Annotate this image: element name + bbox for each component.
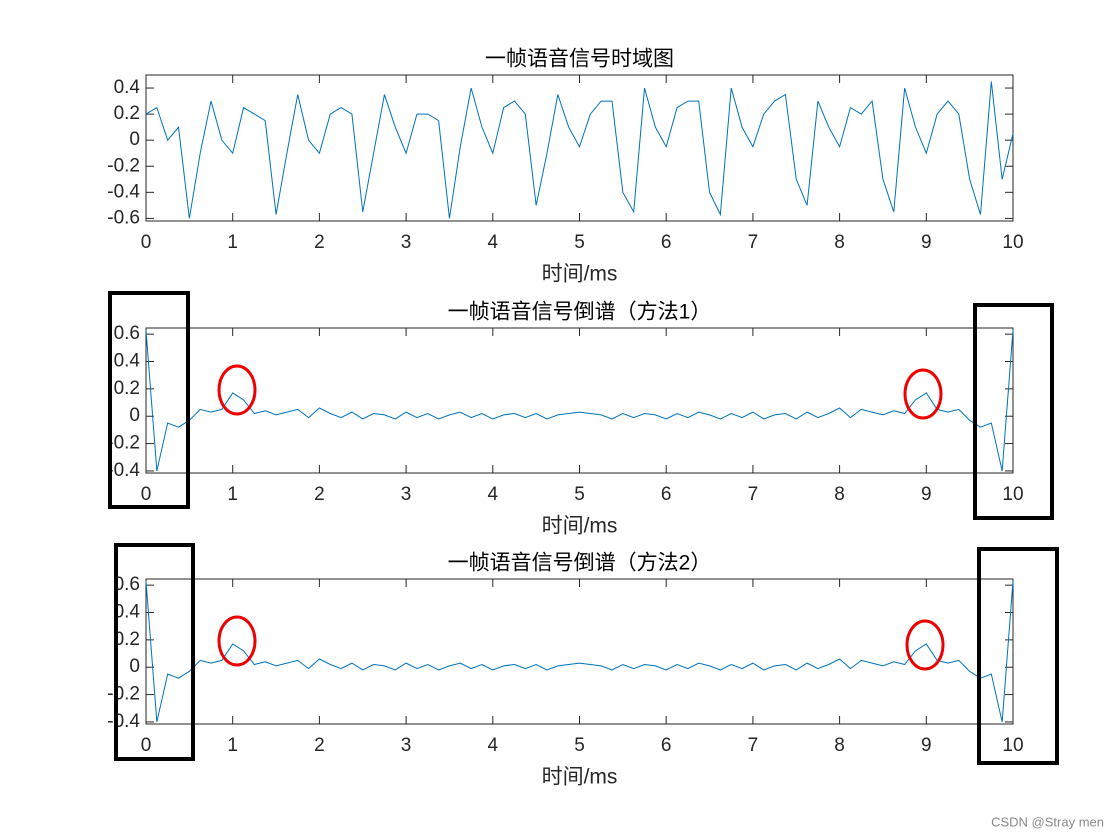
x-tick-label: 8 bbox=[834, 484, 845, 505]
x-tick-label: 1 bbox=[227, 735, 238, 756]
x-tick-label: 0 bbox=[141, 232, 152, 253]
x-tick-label: 6 bbox=[661, 232, 672, 253]
x-axis-label: 时间/ms bbox=[542, 766, 618, 789]
x-tick-label: 6 bbox=[661, 735, 672, 756]
x-tick-label: 3 bbox=[401, 232, 412, 253]
axes-box bbox=[145, 327, 1014, 474]
x-tick-label: 7 bbox=[748, 232, 759, 253]
x-tick-label: 4 bbox=[488, 484, 499, 505]
chart-title: 一帧语音信号倒谱（方法1） bbox=[448, 301, 712, 324]
axes-box bbox=[145, 74, 1014, 222]
y-tick-label: 0.2 bbox=[114, 629, 140, 650]
y-tick-label: 0.6 bbox=[114, 574, 140, 595]
highlight-box bbox=[114, 543, 195, 761]
y-tick-label: 0.4 bbox=[114, 351, 141, 372]
x-tick-label: 2 bbox=[314, 484, 325, 505]
data-line bbox=[145, 330, 1014, 472]
x-tick-label: 3 bbox=[401, 735, 412, 756]
x-tick-label: 0 bbox=[141, 484, 152, 505]
x-tick-label: 9 bbox=[921, 735, 932, 756]
y-tick-label: -0.2 bbox=[107, 684, 140, 705]
data-line bbox=[145, 81, 1014, 219]
y-tick-label: -0.4 bbox=[107, 460, 140, 481]
y-tick-label: -0.2 bbox=[107, 433, 140, 454]
x-tick-label: 5 bbox=[574, 735, 585, 756]
y-tick-label: 0.2 bbox=[114, 103, 140, 124]
x-tick-label: 10 bbox=[1002, 484, 1023, 505]
x-tick-label: 7 bbox=[748, 735, 759, 756]
highlight-ellipse bbox=[905, 619, 945, 671]
x-tick-label: 0 bbox=[141, 735, 152, 756]
y-tick-label: 0.4 bbox=[114, 602, 141, 623]
highlight-ellipse bbox=[903, 368, 943, 420]
x-tick-label: 6 bbox=[661, 484, 672, 505]
y-tick-label: 0 bbox=[129, 656, 140, 677]
y-tick-label: -0.4 bbox=[107, 711, 140, 732]
watermark: CSDN @Stray men bbox=[991, 814, 1104, 829]
x-tick-label: 4 bbox=[488, 735, 499, 756]
x-tick-label: 9 bbox=[921, 232, 932, 253]
x-tick-label: 1 bbox=[227, 484, 238, 505]
x-tick-label: 10 bbox=[1002, 735, 1023, 756]
x-tick-label: 10 bbox=[1002, 232, 1023, 253]
y-tick-label: 0.2 bbox=[114, 378, 140, 399]
x-axis-label: 时间/ms bbox=[542, 515, 618, 538]
y-tick-label: 0.6 bbox=[114, 323, 140, 344]
highlight-box bbox=[973, 303, 1054, 520]
x-axis-label: 时间/ms bbox=[542, 263, 618, 286]
data-line bbox=[145, 581, 1014, 723]
x-tick-label: 4 bbox=[488, 232, 499, 253]
x-tick-label: 9 bbox=[921, 484, 932, 505]
y-tick-label: 0 bbox=[129, 129, 140, 150]
x-tick-label: 5 bbox=[574, 484, 585, 505]
x-tick-label: 1 bbox=[227, 232, 238, 253]
x-tick-label: 8 bbox=[834, 735, 845, 756]
x-tick-label: 8 bbox=[834, 232, 845, 253]
y-tick-label: -0.4 bbox=[107, 181, 140, 202]
x-tick-label: 2 bbox=[314, 735, 325, 756]
highlight-box bbox=[977, 547, 1059, 765]
y-tick-label: -0.2 bbox=[107, 155, 140, 176]
chart-title: 一帧语音信号时域图 bbox=[485, 48, 674, 71]
annotations bbox=[108, 291, 1059, 765]
highlight-box bbox=[108, 291, 190, 509]
highlight-ellipse bbox=[217, 364, 257, 416]
x-tick-label: 3 bbox=[401, 484, 412, 505]
y-tick-label: 0 bbox=[129, 405, 140, 426]
x-tick-label: 5 bbox=[574, 232, 585, 253]
y-tick-label: -0.6 bbox=[107, 207, 140, 228]
highlight-ellipse bbox=[217, 615, 257, 667]
x-tick-label: 7 bbox=[748, 484, 759, 505]
axes-box bbox=[145, 578, 1014, 725]
chart-title: 一帧语音信号倒谱（方法2） bbox=[448, 552, 712, 575]
y-tick-label: 0.4 bbox=[114, 77, 141, 98]
x-tick-label: 2 bbox=[314, 232, 325, 253]
